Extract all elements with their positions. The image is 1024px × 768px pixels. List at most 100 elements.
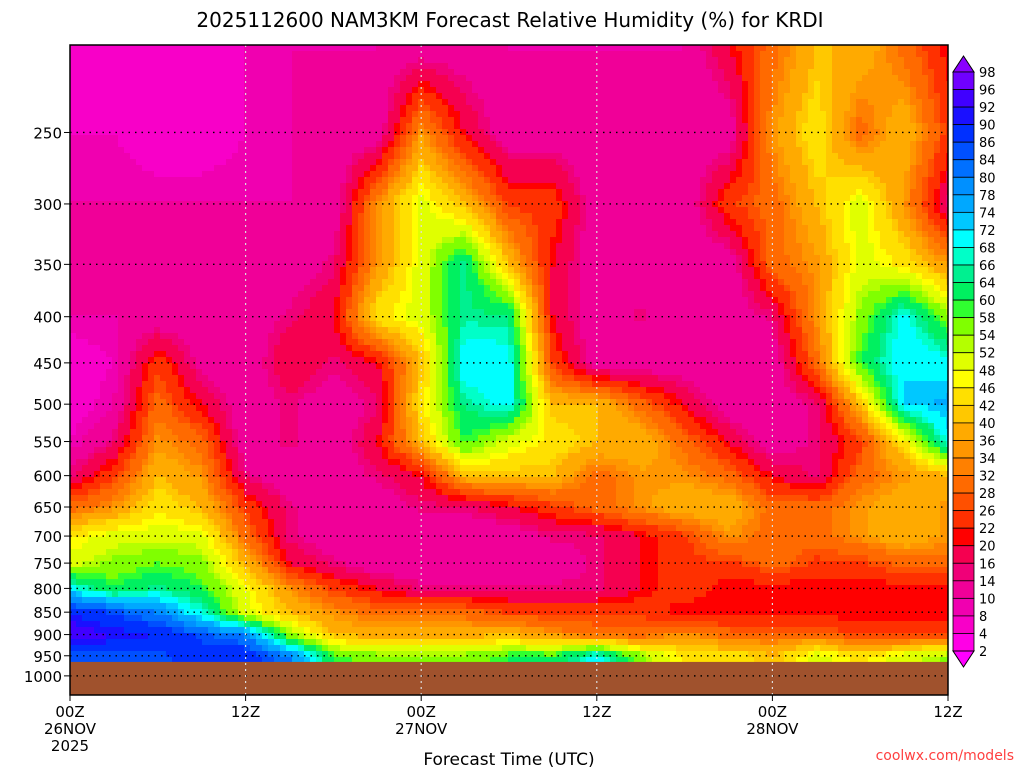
heatmap-cell	[688, 75, 695, 82]
heatmap-cell	[664, 117, 671, 124]
heatmap-cell	[160, 225, 167, 232]
heatmap-cell	[100, 225, 107, 232]
heatmap-cell	[76, 171, 83, 178]
heatmap-cell	[904, 57, 911, 64]
heatmap-cell	[502, 63, 509, 70]
heatmap-cell	[208, 159, 215, 166]
heatmap-cell	[478, 183, 485, 190]
heatmap-cell	[394, 45, 401, 52]
heatmap-cell	[322, 57, 329, 64]
heatmap-cell	[886, 99, 893, 106]
heatmap-cell	[76, 231, 83, 238]
heatmap-cell	[460, 117, 467, 124]
heatmap-cell	[82, 57, 89, 64]
heatmap-cell	[826, 177, 833, 184]
heatmap-cell	[382, 57, 389, 64]
heatmap-cell	[478, 225, 485, 232]
heatmap-cell	[610, 159, 617, 166]
heatmap-cell	[388, 129, 395, 136]
heatmap-cell	[538, 45, 545, 52]
heatmap-cell	[118, 219, 125, 226]
heatmap-cell	[796, 213, 803, 220]
heatmap-cell	[232, 105, 239, 112]
heatmap-cell	[748, 69, 755, 76]
heatmap-cell	[184, 189, 191, 196]
heatmap-cell	[922, 87, 929, 94]
heatmap-cell	[418, 63, 425, 70]
heatmap-cell	[442, 189, 449, 196]
heatmap-cell	[382, 243, 389, 250]
heatmap-cell	[922, 51, 929, 58]
heatmap-cell	[868, 189, 875, 196]
heatmap-cell	[166, 51, 173, 58]
heatmap-cell	[922, 123, 929, 130]
heatmap-cell	[190, 225, 197, 232]
heatmap-cell	[556, 243, 563, 250]
heatmap-cell	[460, 237, 467, 244]
heatmap-cell	[448, 81, 455, 88]
heatmap-cell	[352, 159, 359, 166]
heatmap-cell	[724, 123, 731, 130]
heatmap-cell	[742, 93, 749, 100]
heatmap-cell	[826, 225, 833, 232]
heatmap-cell	[88, 195, 95, 202]
heatmap-cell	[424, 171, 431, 178]
heatmap-cell	[334, 63, 341, 70]
heatmap-cell	[580, 117, 587, 124]
heatmap-cell	[370, 225, 377, 232]
heatmap-cell	[100, 105, 107, 112]
heatmap-cell	[172, 135, 179, 142]
heatmap-cell	[640, 93, 647, 100]
heatmap-cell	[214, 81, 221, 88]
heatmap-cell	[862, 51, 869, 58]
heatmap-cell	[484, 105, 491, 112]
heatmap-cell	[304, 123, 311, 130]
heatmap-cell	[208, 87, 215, 94]
heatmap-cell	[892, 231, 899, 238]
heatmap-cell	[706, 183, 713, 190]
heatmap-cell	[712, 117, 719, 124]
heatmap-cell	[748, 57, 755, 64]
heatmap-cell	[334, 243, 341, 250]
heatmap-cell	[106, 147, 113, 154]
heatmap-cell	[232, 129, 239, 136]
heatmap-cell	[526, 195, 533, 202]
heatmap-cell	[556, 69, 563, 76]
heatmap-cell	[646, 225, 653, 232]
heatmap-cell	[112, 219, 119, 226]
heatmap-cell	[286, 69, 293, 76]
heatmap-cell	[346, 69, 353, 76]
heatmap-cell	[670, 111, 677, 118]
heatmap-cell	[928, 189, 935, 196]
heatmap-cell	[508, 153, 515, 160]
heatmap-cell	[454, 93, 461, 100]
heatmap-cell	[610, 195, 617, 202]
heatmap-cell	[856, 177, 863, 184]
heatmap-cell	[904, 219, 911, 226]
heatmap-cell	[388, 135, 395, 142]
heatmap-cell	[196, 75, 203, 82]
heatmap-cell	[886, 177, 893, 184]
heatmap-cell	[76, 129, 83, 136]
heatmap-cell	[640, 51, 647, 58]
heatmap-cell	[118, 93, 125, 100]
heatmap-cell	[796, 195, 803, 202]
heatmap-cell	[880, 159, 887, 166]
heatmap-cell	[622, 243, 629, 250]
heatmap-cell	[364, 117, 371, 124]
heatmap-cell	[154, 99, 161, 106]
heatmap-cell	[460, 111, 467, 118]
heatmap-cell	[580, 45, 587, 52]
heatmap-cell	[238, 213, 245, 220]
heatmap-cell	[316, 243, 323, 250]
heatmap-cell	[244, 117, 251, 124]
heatmap-cell	[586, 111, 593, 118]
heatmap-cell	[790, 63, 797, 70]
heatmap-cell	[124, 207, 131, 214]
heatmap-cell	[868, 75, 875, 82]
heatmap-cell	[622, 51, 629, 58]
heatmap-cell	[250, 81, 257, 88]
heatmap-cell	[556, 93, 563, 100]
heatmap-cell	[304, 63, 311, 70]
heatmap-cell	[394, 153, 401, 160]
